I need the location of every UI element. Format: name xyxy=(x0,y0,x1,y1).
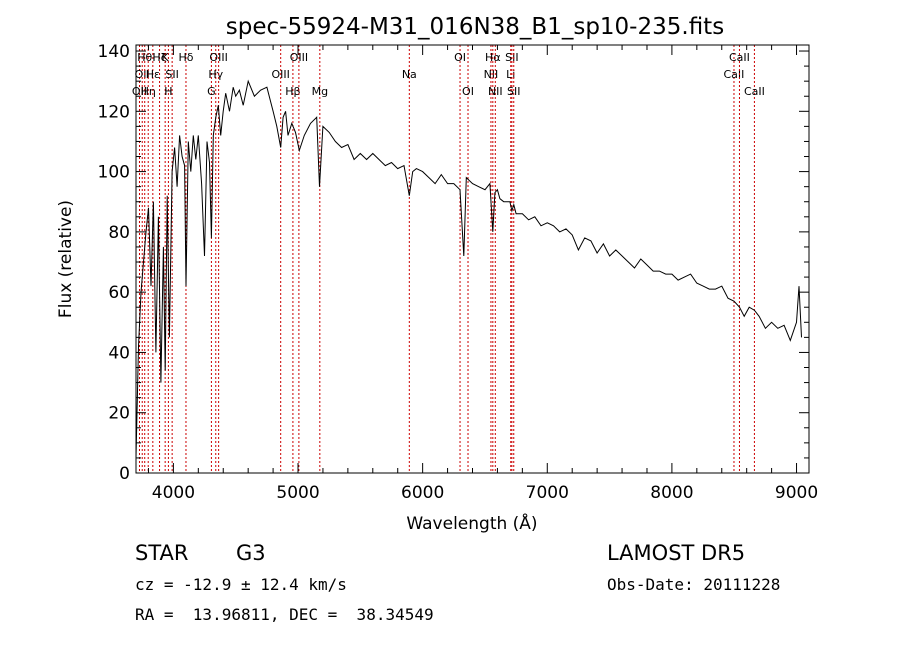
annotation-label: G xyxy=(207,85,216,98)
annotation-label: OI xyxy=(462,85,474,98)
annotation-label: OIII xyxy=(290,51,308,64)
annotation-label: NII xyxy=(488,85,503,98)
chart-title: spec-55924-M31_016N38_B1_sp10-235.fits xyxy=(226,14,724,40)
x-axis-label: Wavelength (Å) xyxy=(406,512,537,534)
annotation-label: CaII xyxy=(744,85,765,98)
x-tick-label: 7000 xyxy=(526,483,569,503)
x-tick-label: 9000 xyxy=(775,483,818,503)
annotation-label: H xyxy=(164,85,172,98)
annotation-label: Hδ xyxy=(178,51,193,64)
annotation-label: Li xyxy=(506,68,515,81)
annotation-label: Hβ xyxy=(285,85,300,98)
line-annotations: OIIOIIHθHηHεHζKHSIIHδGHγOIIIOIIIHβOIIIMg… xyxy=(132,45,765,473)
annotation-label: Hγ xyxy=(208,68,223,81)
y-tick-label: 20 xyxy=(108,404,130,424)
y-tick-label: 0 xyxy=(119,464,130,484)
annotation-label: Hθ xyxy=(137,51,152,64)
x-tick-label: 4000 xyxy=(152,483,195,503)
plot-frame xyxy=(135,44,810,474)
object-class: STAR xyxy=(135,541,189,565)
annotation-label: NII xyxy=(484,68,499,81)
annotation-label: OIII xyxy=(209,51,227,64)
annotation-label: OIII xyxy=(271,68,289,81)
annotation-label: SII xyxy=(505,51,518,64)
redshift-cz: cz = -12.9 ± 12.4 km/s xyxy=(135,575,347,594)
annotation-label: Hζ xyxy=(152,51,166,64)
spectrum-line xyxy=(135,79,802,458)
y-tick-label: 80 xyxy=(108,223,130,243)
y-tick-label: 140 xyxy=(98,42,130,62)
y-tick-label: 100 xyxy=(98,163,130,183)
survey-name: LAMOST DR5 xyxy=(607,541,746,565)
annotation-label: Na xyxy=(402,68,417,81)
y-axis-label: Flux (relative) xyxy=(56,200,76,318)
annotation-label: Hε xyxy=(146,68,160,81)
y-axis: 0 20 40 60 80 100 120 140 xyxy=(98,42,809,484)
annotation-label: CaII xyxy=(724,68,745,81)
annotation-label: K xyxy=(162,51,170,64)
x-tick-label: 6000 xyxy=(401,483,444,503)
annotation-label: SII xyxy=(165,68,178,81)
x-axis: 4000 5000 6000 7000 8000 9000 xyxy=(147,45,818,503)
annotation-label: SII xyxy=(507,85,520,98)
y-tick-label: 60 xyxy=(108,283,130,303)
observation-date: Obs-Date: 20111228 xyxy=(607,575,781,594)
annotation-label: Hη xyxy=(141,85,156,98)
annotation-label: CaII xyxy=(729,51,750,64)
y-tick-label: 40 xyxy=(108,343,130,363)
y-tick-label: 120 xyxy=(98,102,130,122)
annotation-label: Hα xyxy=(485,51,501,64)
annotation-label: Mg xyxy=(312,85,328,98)
annotation-label: OII xyxy=(135,68,150,81)
x-tick-label: 8000 xyxy=(650,483,693,503)
x-tick-label: 5000 xyxy=(276,483,319,503)
annotation-label: OI xyxy=(454,51,466,64)
coordinates: RA = 13.96811, DEC = 38.34549 xyxy=(135,605,434,624)
object-subclass: G3 xyxy=(236,541,266,565)
